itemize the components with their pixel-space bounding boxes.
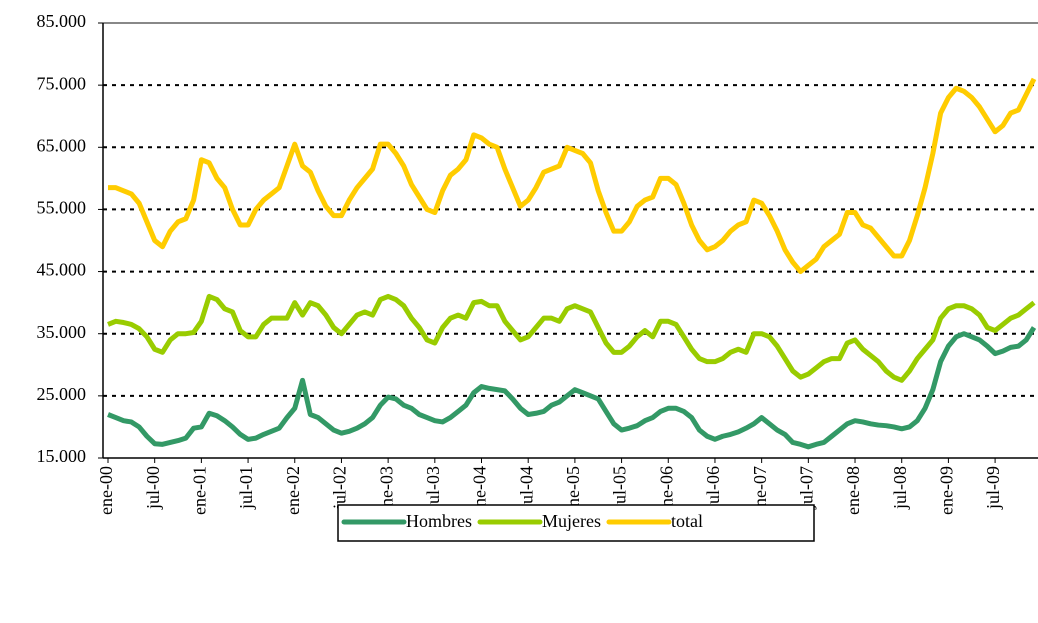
x-tick-label: jul-09	[983, 466, 1003, 510]
y-tick-label: 15.000	[37, 446, 87, 466]
y-tick-label: 35.000	[37, 322, 87, 342]
x-tick-label: jul-03	[423, 466, 443, 510]
x-tick-label: jul-07	[796, 466, 816, 510]
x-tick-label: ene-06	[656, 466, 676, 515]
x-tick-label: ene-07	[750, 466, 770, 515]
legend-label: Mujeres	[542, 511, 601, 531]
y-tick-label: 65.000	[37, 135, 87, 155]
x-tick-label: jul-01	[236, 466, 256, 510]
legend: Hombres Mujeres total	[337, 504, 815, 542]
x-tick-label: ene-00	[96, 466, 116, 515]
x-tick-label: ene-02	[283, 466, 303, 515]
x-tick-label: ene-01	[190, 466, 210, 515]
legend-label: Hombres	[406, 511, 472, 531]
x-tick-label: jul-06	[703, 466, 723, 510]
y-tick-label: 85.000	[37, 11, 87, 31]
x-tick-label: ene-04	[470, 466, 490, 515]
series-line	[107, 293, 1036, 383]
y-tick-label: 45.000	[37, 260, 87, 280]
y-tick-label: 75.000	[37, 73, 87, 93]
series-line	[108, 77, 1037, 275]
legend-box	[337, 504, 815, 542]
x-tick-label: ene-03	[376, 466, 396, 515]
x-tick-label: jul-00	[143, 466, 163, 510]
x-tick-label: ene-09	[937, 466, 957, 515]
x-tick-label: ene-08	[843, 466, 863, 515]
x-tick-label: ene-05	[563, 466, 583, 515]
y-tick-label: 25.000	[37, 384, 87, 404]
x-tick-label: jul-05	[610, 466, 630, 510]
y-tick-label: 55.000	[37, 198, 87, 218]
legend-label: total	[671, 511, 703, 531]
x-tick-label: jul-02	[330, 466, 350, 510]
series-line	[107, 326, 1037, 450]
x-tick-label: jul-08	[890, 466, 910, 510]
x-tick-label: jul-04	[516, 466, 536, 510]
